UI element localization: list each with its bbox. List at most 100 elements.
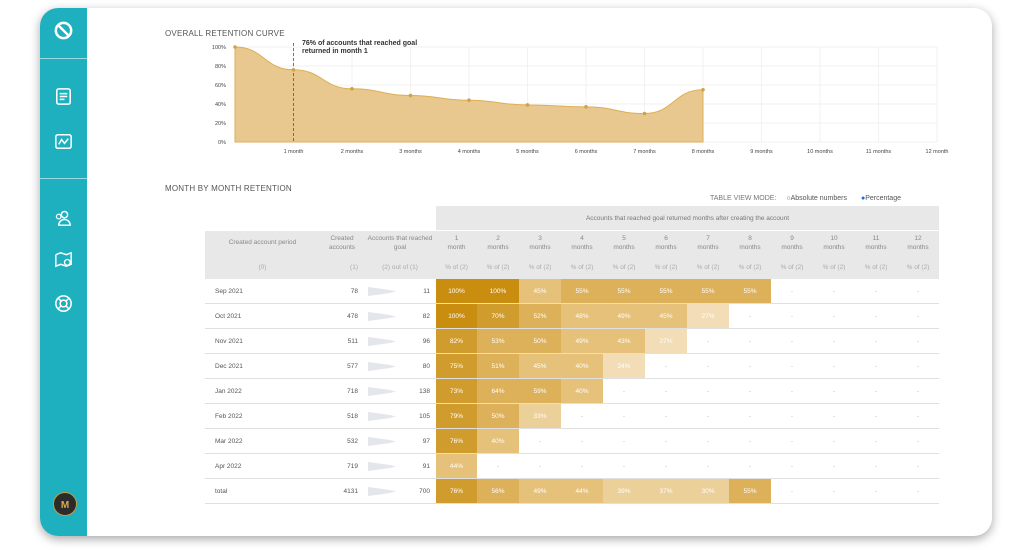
- funnel-arrow-icon: [368, 486, 396, 496]
- retention-cell: 59%: [519, 378, 561, 404]
- row-created: 532: [320, 428, 364, 454]
- retention-cell: -: [813, 303, 855, 329]
- x-tick-label: 5 months: [516, 149, 539, 155]
- funnel-arrow-icon: [368, 361, 396, 371]
- analytics-icon[interactable]: [52, 130, 75, 153]
- table-row[interactable]: Feb 2022 518 105 79% 50% 33% - - - - - - - - -: [205, 403, 939, 429]
- row-period: Feb 2022: [205, 403, 320, 429]
- retention-cell: -: [813, 453, 855, 479]
- avatar[interactable]: M: [53, 492, 77, 516]
- sub-month: % of (2): [855, 255, 897, 279]
- curve-point: [584, 105, 588, 109]
- row-period: Jan 2022: [205, 378, 320, 404]
- retention-cell: -: [771, 403, 813, 429]
- retention-cell: -: [897, 453, 939, 479]
- retention-cell: -: [561, 453, 603, 479]
- funnel-arrow-icon: [368, 386, 396, 396]
- radio-percentage[interactable]: ●Percentage: [860, 195, 901, 202]
- retention-cell: -: [855, 328, 897, 354]
- y-tick-label: 80%: [215, 64, 226, 70]
- row-period: total: [205, 478, 320, 504]
- curve-annotation-line2: returned in month 1: [302, 48, 368, 55]
- retention-cell: -: [729, 303, 771, 329]
- retention-cell: -: [729, 353, 771, 379]
- table-row[interactable]: total 4131 700 76% 56% 49% 44% 39% 37% 30% 55% - - - -: [205, 478, 939, 504]
- x-tick-label: 10 months: [807, 149, 833, 155]
- curve-point: [467, 98, 471, 102]
- radio-absolute-numbers[interactable]: ○Absolute numbers: [786, 195, 847, 202]
- view-mode-label: TABLE VIEW MODE:: [710, 195, 777, 202]
- table-row[interactable]: Mar 2022 532 97 76% 40% - - - - - - - - - -: [205, 428, 939, 454]
- row-reached: 11: [364, 279, 436, 304]
- retention-cell: 75%: [436, 353, 477, 379]
- x-tick-label: 11 months: [866, 149, 892, 155]
- retention-cell: -: [813, 378, 855, 404]
- curve-point: [291, 68, 296, 72]
- row-reached: 97: [364, 428, 436, 454]
- table-row[interactable]: Dec 2021 577 80 75% 51% 45% 40% 24% - - - - - - -: [205, 353, 939, 379]
- table-view-mode: TABLE VIEW MODE: ○Absolute numbers ●Perc…: [710, 195, 901, 202]
- retention-cell: -: [855, 453, 897, 479]
- retention-cell: 45%: [645, 303, 687, 329]
- retention-cell: -: [603, 428, 645, 454]
- retention-cell: -: [771, 428, 813, 454]
- table-row[interactable]: Oct 2021 478 82 100% 70% 52% 48% 49% 45% 27% - - - - -: [205, 303, 939, 329]
- sub-month: % of (2): [603, 255, 645, 279]
- row-created: 78: [320, 279, 364, 304]
- funnel-arrow-icon: [368, 461, 396, 471]
- header-month-10: 10 months: [813, 230, 855, 255]
- retention-cell: 73%: [436, 378, 477, 404]
- table-row[interactable]: Nov 2021 511 96 82% 53% 50% 49% 43% 27% - - - - - -: [205, 328, 939, 354]
- row-reached: 82: [364, 303, 436, 329]
- header-month-5: 5 months: [603, 230, 645, 255]
- retention-cell: 45%: [519, 353, 561, 379]
- retention-cell: -: [645, 403, 687, 429]
- retention-cell: -: [771, 328, 813, 354]
- sub-created: (1): [320, 255, 364, 279]
- retention-cell: 55%: [729, 478, 771, 504]
- retention-cell: -: [771, 378, 813, 404]
- retention-cell: 55%: [729, 279, 771, 304]
- retention-cell: 79%: [436, 403, 477, 429]
- retention-cell: -: [855, 378, 897, 404]
- retention-cell: 44%: [436, 453, 477, 479]
- row-created: 718: [320, 378, 364, 404]
- retention-cell: -: [897, 428, 939, 454]
- retention-cell: -: [729, 328, 771, 354]
- retention-cell: -: [855, 353, 897, 379]
- row-period: Sep 2021: [205, 279, 320, 304]
- x-tick-label: 12 month: [926, 149, 949, 155]
- funnel-arrow-icon: [368, 336, 396, 346]
- map-icon[interactable]: [52, 248, 75, 271]
- retention-cell: -: [897, 378, 939, 404]
- sub-period: (0): [205, 255, 320, 279]
- avatar-letter: M: [61, 500, 69, 511]
- retention-cell: -: [477, 453, 519, 479]
- row-period: Mar 2022: [205, 428, 320, 454]
- retention-cell: -: [729, 428, 771, 454]
- table-row[interactable]: Apr 2022 719 91 44% - - - - - - - - - - -: [205, 453, 939, 479]
- users-icon[interactable]: [52, 207, 75, 230]
- retention-cell: 37%: [645, 478, 687, 504]
- retention-cell: -: [645, 428, 687, 454]
- table-row[interactable]: Jan 2022 718 138 73% 64% 59% 40% - - - - - - - -: [205, 378, 939, 404]
- retention-cell: -: [813, 403, 855, 429]
- header-month-9: 9 months: [771, 230, 813, 255]
- row-reached-value: 11: [423, 287, 430, 295]
- retention-cell: 55%: [603, 279, 645, 304]
- y-tick-label: 20%: [215, 121, 226, 127]
- logo-icon[interactable]: [52, 19, 75, 42]
- funnel-arrow-icon: [368, 411, 396, 421]
- retention-cell: -: [855, 403, 897, 429]
- retention-cell: -: [687, 353, 729, 379]
- row-period: Oct 2021: [205, 303, 320, 329]
- retention-cell: 53%: [477, 328, 519, 354]
- sidebar: M: [40, 8, 87, 536]
- document-icon[interactable]: [52, 85, 75, 108]
- row-reached-value: 91: [422, 462, 430, 470]
- x-tick-label: 6 months: [575, 149, 598, 155]
- retention-cell: 33%: [519, 403, 561, 429]
- help-ring-icon[interactable]: [52, 292, 75, 315]
- retention-cell: 76%: [436, 478, 477, 504]
- table-row[interactable]: Sep 2021 78 11 100% 100% 45% 55% 55% 55% 55% 55% - -…: [205, 279, 939, 304]
